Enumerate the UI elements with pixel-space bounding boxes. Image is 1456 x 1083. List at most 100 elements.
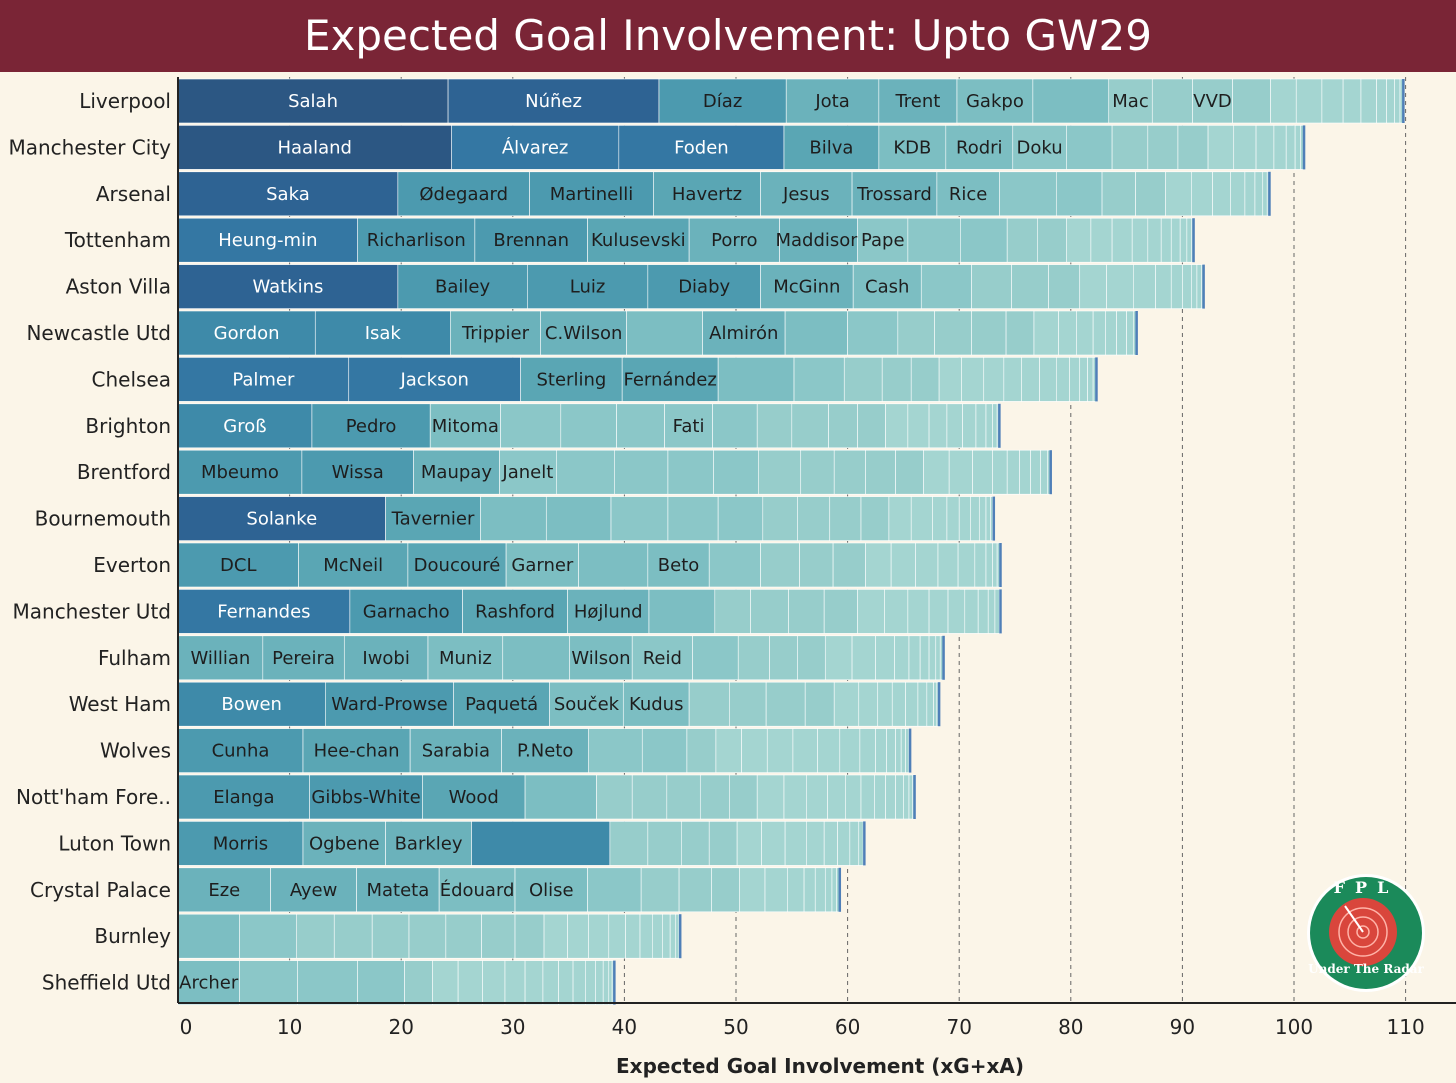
player-label: Haaland — [277, 137, 351, 158]
bar-segment — [712, 403, 758, 449]
bar-segment — [1101, 171, 1136, 217]
chart-title: Expected Goal Involvement: Upto GW29 — [304, 11, 1152, 60]
team-label: Crystal Palace — [30, 878, 171, 902]
bar-segment — [1003, 357, 1022, 402]
player-label: Watkins — [252, 277, 323, 298]
bar-segment — [865, 542, 892, 588]
bar-segment — [524, 774, 597, 820]
bar-segment — [408, 913, 447, 959]
bar-segment — [621, 357, 719, 402]
bar-segment — [845, 774, 862, 820]
player-label: Jesus — [782, 184, 830, 205]
player-label: Kudus — [629, 694, 684, 715]
bar-segment — [404, 960, 433, 1005]
bar-segment — [717, 357, 795, 402]
bar-segment — [653, 171, 761, 217]
bar-segment — [852, 264, 922, 309]
player-label: Palmer — [232, 369, 295, 390]
bar-segment — [936, 171, 1000, 217]
bar-segment — [1294, 125, 1301, 170]
player-label: Foden — [674, 137, 729, 158]
bar-segment — [1212, 171, 1231, 217]
bar-segment — [1058, 310, 1077, 356]
bar-segment — [762, 496, 798, 541]
bar-segment — [297, 960, 358, 1005]
team-label: Manchester Utd — [13, 599, 172, 623]
x-tick-label: 100 — [1275, 1015, 1313, 1039]
bar-segment — [1076, 310, 1094, 356]
player-label: Elanga — [213, 787, 274, 808]
bar-segment — [333, 913, 373, 959]
player-label: Bailey — [435, 277, 490, 298]
bar-segment — [504, 960, 526, 1005]
bar-segment — [1170, 264, 1183, 309]
bar-segment — [356, 867, 440, 913]
bar-segment — [831, 867, 837, 913]
bar-segment — [585, 960, 596, 1005]
bar-segment — [1069, 357, 1081, 402]
bar-segment — [839, 728, 861, 773]
x-tick-label: 10 — [277, 1015, 302, 1039]
bar-segment — [1285, 125, 1296, 170]
bar-segment — [587, 867, 642, 913]
bar-segment — [639, 913, 653, 959]
bar-segment — [505, 542, 579, 588]
bar-segment — [545, 496, 612, 541]
bar-segment — [177, 171, 399, 217]
bar-segment — [905, 681, 919, 727]
bar-segment — [1039, 357, 1057, 402]
player-label: Iwobi — [362, 648, 409, 669]
team-label: Fulham — [98, 646, 171, 670]
bar-segment — [1131, 217, 1149, 263]
bar-segment — [1090, 217, 1113, 263]
bar-segment — [860, 774, 875, 820]
bar-segment — [977, 589, 989, 634]
bar-segment — [664, 403, 713, 449]
bar-segment — [1030, 449, 1041, 495]
bar-segment — [295, 913, 335, 959]
bar-segment — [1232, 78, 1271, 124]
bar-segment — [895, 774, 904, 820]
bar-segment — [1087, 357, 1094, 402]
bar-segment — [549, 681, 624, 727]
bar-segment — [791, 403, 829, 449]
player-label: Martinelli — [550, 184, 634, 205]
bar-segment — [658, 78, 787, 124]
bar-segment — [832, 542, 866, 588]
player-label: Bowen — [221, 694, 282, 715]
bar-segment — [1147, 217, 1162, 263]
bar-segment — [769, 635, 798, 681]
player-label: Trippier — [461, 323, 530, 344]
bar-segment — [797, 496, 831, 541]
bar-segment — [999, 171, 1057, 217]
bar-segment — [688, 217, 780, 263]
bar-segment — [177, 913, 240, 959]
bar-segment — [177, 681, 326, 727]
player-label: Pape — [861, 230, 905, 251]
player-label: Porro — [711, 230, 757, 251]
bar-segment — [806, 774, 828, 820]
bar-segment — [1111, 217, 1133, 263]
bar-segment — [750, 589, 789, 634]
bar-segment — [885, 774, 896, 820]
bar-segment — [756, 774, 785, 820]
bar-segment — [1155, 264, 1172, 309]
bar-segment — [1135, 171, 1166, 217]
bar-segment — [895, 728, 902, 773]
bar-segment — [177, 635, 264, 681]
bar-segment — [686, 728, 717, 773]
bar-segment — [608, 960, 613, 1005]
player-label: Rodri — [956, 137, 1003, 158]
bar-segment — [702, 310, 786, 356]
bar-segment — [482, 960, 506, 1005]
bar-segment — [177, 125, 452, 170]
bar-segment — [302, 821, 386, 866]
bar-segment — [1132, 264, 1156, 309]
bar-segment — [971, 310, 1007, 356]
team-label: Liverpool — [79, 89, 171, 113]
bar-segment — [1244, 171, 1256, 217]
bar-segment — [556, 449, 615, 495]
bar-segment — [309, 774, 423, 820]
bar-segment — [824, 867, 833, 913]
player-label: Doucouré — [414, 555, 501, 576]
